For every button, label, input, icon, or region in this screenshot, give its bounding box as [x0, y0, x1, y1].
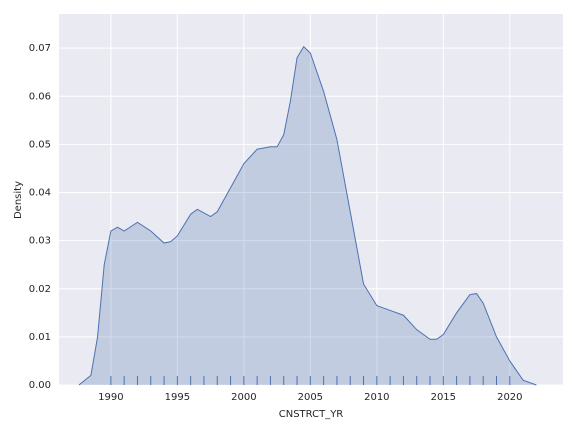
- y-tick-label: 0.02: [29, 284, 51, 295]
- x-tick-label: 1990: [98, 392, 123, 403]
- x-tick-label: 2010: [364, 392, 389, 403]
- y-tick-label: 0.01: [29, 332, 51, 343]
- y-tick-label: 0.07: [29, 43, 51, 54]
- y-tick-label: 0.03: [29, 236, 51, 247]
- y-tick-label: 0.00: [29, 380, 51, 391]
- y-tick-label: 0.05: [29, 139, 51, 150]
- y-tick-label: 0.06: [29, 91, 51, 102]
- x-tick-label: 2000: [231, 392, 256, 403]
- density-area: [78, 46, 537, 386]
- x-axis-label: CNSTRCT_YR: [279, 409, 344, 420]
- density-line: [78, 45, 537, 386]
- x-tick-label: 2020: [497, 392, 522, 403]
- x-tick-label: 1995: [165, 392, 190, 403]
- x-tick-label: 2015: [431, 392, 456, 403]
- y-tick-label: 0.04: [29, 188, 51, 199]
- x-tick-label: 2005: [298, 392, 323, 403]
- y-axis-label: Density: [13, 181, 24, 219]
- plot-area: [59, 14, 563, 385]
